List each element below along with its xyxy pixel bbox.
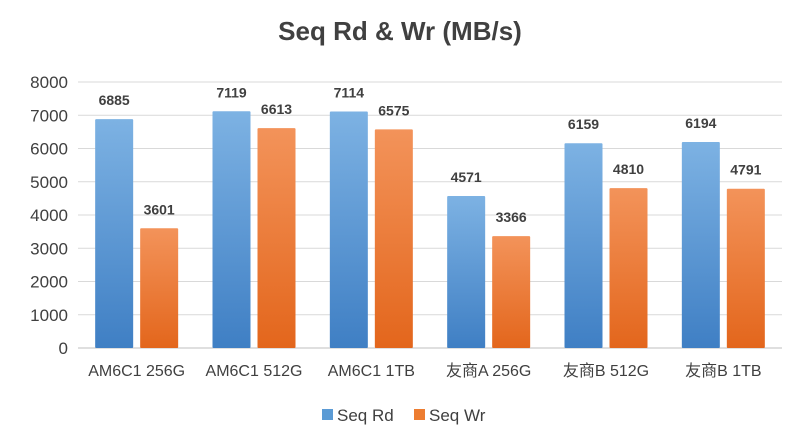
data-label: 7119 [216, 84, 247, 100]
x-tick-label: 友商A 256G [446, 362, 531, 380]
y-tick-label: 5000 [30, 173, 68, 192]
bar-seq-rd [681, 142, 720, 348]
y-tick-label: 6000 [30, 140, 68, 159]
bar-seq-wr [257, 128, 296, 348]
y-tick-label: 2000 [30, 273, 68, 292]
y-tick-label: 4000 [30, 206, 68, 225]
x-tick-label: AM6C1 256G [88, 363, 185, 380]
data-label: 4791 [730, 162, 761, 178]
bar-seq-wr [609, 188, 648, 348]
legend-swatch [322, 409, 333, 420]
data-label: 6194 [685, 115, 716, 131]
bar-seq-wr [492, 236, 531, 348]
data-label: 6885 [99, 92, 130, 108]
y-tick-label: 1000 [30, 306, 68, 325]
legend-swatch [414, 409, 425, 420]
x-tick-label: 友商B 1TB [685, 362, 761, 380]
y-tick-label: 7000 [30, 106, 68, 125]
legend-label: Seq Wr [429, 406, 486, 425]
data-label: 6575 [378, 102, 409, 118]
data-label: 7114 [334, 84, 365, 100]
data-label: 6613 [261, 101, 292, 117]
data-label: 3601 [144, 201, 175, 217]
chart-title: Seq Rd & Wr (MB/s) [278, 16, 522, 46]
bar-seq-rd [564, 143, 603, 348]
data-label: 4810 [613, 161, 644, 177]
data-label: 4571 [451, 169, 482, 185]
bar-seq-rd [95, 119, 134, 348]
x-tick-label: 友商B 512G [563, 362, 649, 380]
bar-seq-rd [329, 111, 368, 348]
y-tick-label: 0 [59, 339, 68, 358]
bar-seq-wr [374, 129, 413, 348]
bar-seq-rd [447, 196, 486, 348]
y-tick-label: 3000 [30, 239, 68, 258]
bar-seq-wr [726, 188, 765, 348]
x-tick-label: AM6C1 1TB [328, 363, 415, 380]
x-tick-label: AM6C1 512G [206, 363, 303, 380]
bar-seq-wr [140, 228, 179, 348]
bar-seq-rd [212, 111, 251, 349]
data-label: 6159 [568, 116, 599, 132]
y-tick-label: 8000 [30, 73, 68, 92]
legend-label: Seq Rd [337, 406, 394, 425]
data-label: 3366 [496, 209, 527, 225]
